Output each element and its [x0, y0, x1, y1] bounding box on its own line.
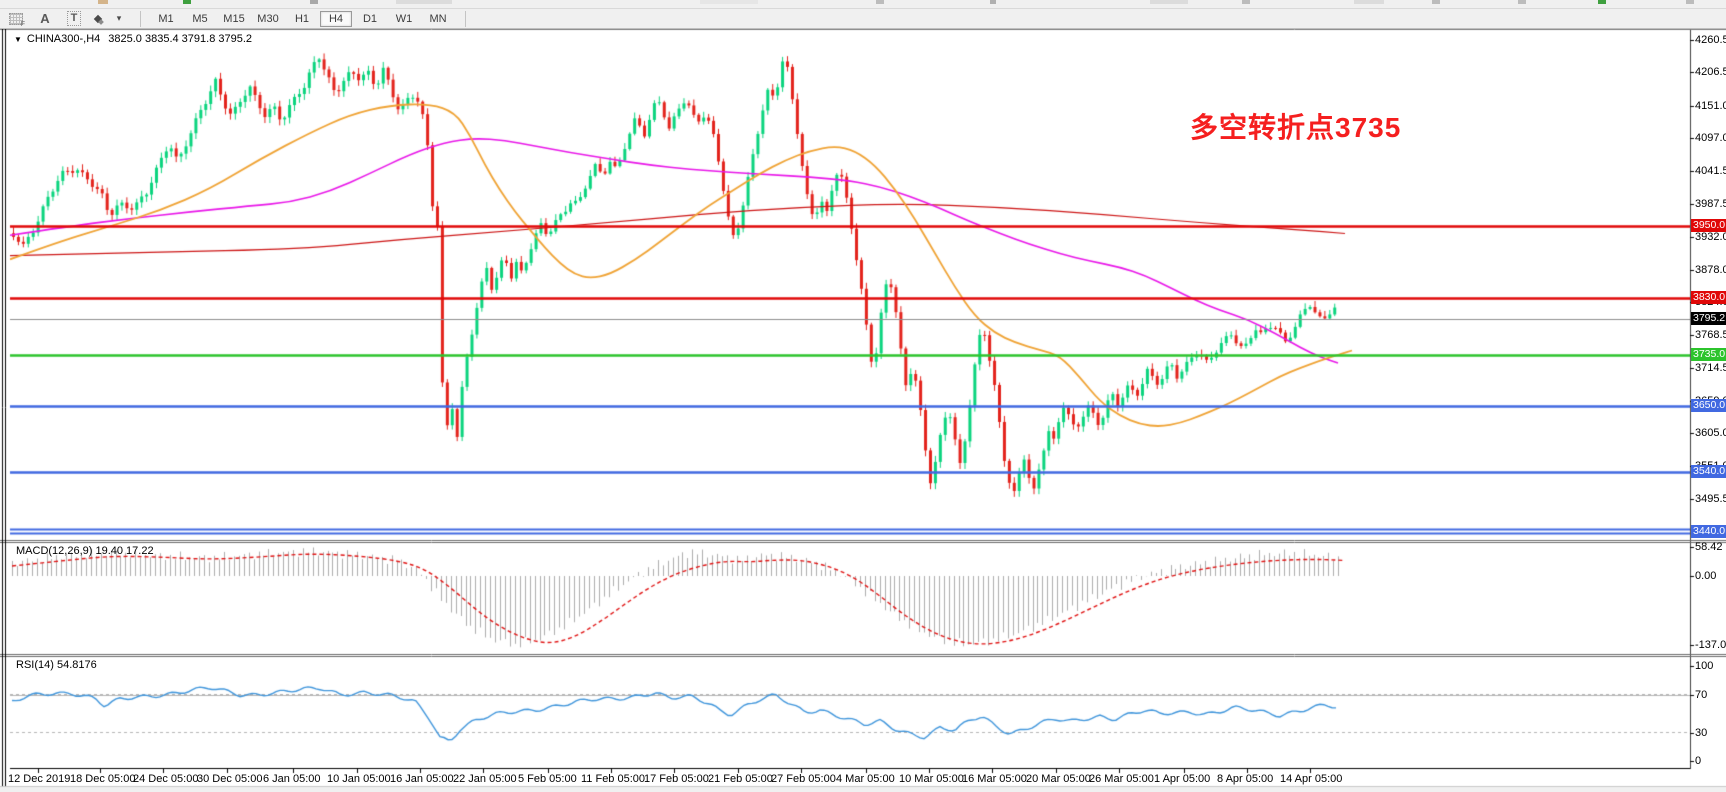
indicator-grid-icon[interactable]: F	[7, 11, 25, 28]
toolbar-remnant	[98, 0, 108, 4]
timeframe-button-M15[interactable]: M15	[223, 12, 245, 25]
toolbar-remnant	[1686, 0, 1694, 4]
timeframe-button-MN[interactable]: MN	[429, 12, 447, 25]
toolbar-separator	[465, 10, 466, 27]
shapes-icon[interactable]	[90, 11, 108, 27]
toolbar-remnant	[700, 0, 758, 4]
toolbar-remnant	[876, 0, 884, 4]
toolbar-remnant	[183, 0, 191, 4]
timeframe-button-H4[interactable]: H4	[320, 10, 352, 27]
timeframe-button-M5[interactable]: M5	[192, 12, 208, 25]
toolbar-remnant	[1518, 0, 1526, 4]
toolbar-remnant	[1150, 0, 1188, 4]
toolbar-remnant	[990, 0, 996, 4]
toolbar-remnant	[1242, 0, 1250, 4]
chart-window	[0, 29, 1726, 792]
text-box-glyph: T	[66, 11, 82, 26]
timeframe-button-group: M1 M5 M15 M30 H1 H4 D1 W1 MN	[149, 10, 455, 27]
text-box-icon[interactable]: T	[65, 11, 83, 27]
grid-f-label: F	[20, 20, 25, 28]
grid-glyph	[9, 12, 23, 25]
timeframe-button-M1[interactable]: M1	[158, 12, 174, 25]
toolbar-remnant	[1432, 0, 1440, 4]
text-label-icon[interactable]: A	[40, 11, 50, 26]
timeframe-button-D1[interactable]: D1	[362, 12, 378, 25]
toolbar-separator	[140, 10, 141, 27]
chart-canvas[interactable]	[0, 29, 1726, 792]
timeframe-button-H1[interactable]: H1	[294, 12, 310, 25]
toolbar-remnant	[310, 0, 318, 4]
clipped-toolbar-row	[0, 0, 1726, 9]
toolbar: F A T ▾ M1 M5 M15 M30 H1 H4 D1 W1 MN	[0, 9, 1726, 29]
toolbar-remnant	[1354, 0, 1384, 4]
shapes-dropdown-caret-icon[interactable]: ▾	[116, 13, 122, 23]
timeframe-button-W1[interactable]: W1	[395, 12, 413, 25]
toolbar-remnant	[396, 0, 452, 4]
toolbar-remnant	[1598, 0, 1606, 4]
timeframe-button-M30[interactable]: M30	[257, 12, 279, 25]
diamond-glyph-small	[98, 18, 104, 25]
